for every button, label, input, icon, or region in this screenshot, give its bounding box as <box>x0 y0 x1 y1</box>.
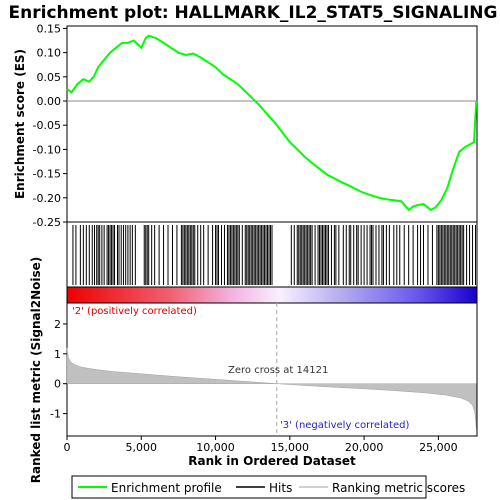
x-tick-label: 25,000 <box>419 441 458 454</box>
x-tick-label: 20,000 <box>345 441 384 454</box>
es-y-tick-label: 0.05 <box>37 71 62 84</box>
es-y-axis-label: Enrichment score (ES) <box>13 49 27 199</box>
metric-y-tick-label: 2 <box>54 318 61 331</box>
es-y-tick-label: -0.20 <box>33 192 61 205</box>
metric-y-tick-label: 0 <box>54 378 61 391</box>
enrichment-profile-line <box>66 34 478 212</box>
metric-y-axis: 2 1 0 -1 <box>50 318 67 421</box>
metric-x-axis: 0 5,000 10,000 15,000 20,000 25,000 <box>64 436 458 454</box>
es-y-tick-label: 0.10 <box>37 47 62 60</box>
ranking-color-bar <box>66 286 478 304</box>
es-y-tick-label: -0.05 <box>33 119 61 132</box>
legend-label-hits: Hits <box>269 481 292 495</box>
chart-title: Enrichment plot: HALLMARK_IL2_STAT5_SIGN… <box>9 3 498 23</box>
negative-correlation-label: '3' (negatively correlated) <box>280 420 409 431</box>
legend-label-enrichment: Enrichment profile <box>111 481 222 495</box>
es-y-axis: 0.15 0.10 0.05 0.00 -0.05 -0.10 -0.15 -0.20 -0.2… <box>33 22 67 229</box>
legend-label-metric: Ranking metric scores <box>332 481 465 495</box>
es-y-tick-label: 0.00 <box>37 95 62 108</box>
metric-y-tick-label: -1 <box>50 408 61 421</box>
zero-cross-label: Zero cross at 14121 <box>228 365 328 376</box>
es-y-tick-label: -0.15 <box>33 168 61 181</box>
metric-y-axis-label: Ranked list metric (Signal2Noise) <box>29 257 43 484</box>
metric-panel-frame <box>66 302 478 437</box>
metric-y-tick-label: 1 <box>54 348 61 361</box>
es-y-tick-label: -0.25 <box>33 216 61 229</box>
es-panel-frame <box>66 25 478 223</box>
x-tick-label: 10,000 <box>196 441 235 454</box>
positive-correlation-label: '2' (positively correlated) <box>72 306 197 317</box>
es-y-tick-label: 0.15 <box>37 22 62 35</box>
es-y-tick-label: -0.10 <box>33 143 61 156</box>
x-tick-label: 15,000 <box>271 441 310 454</box>
x-tick-label: 5,000 <box>126 441 158 454</box>
x-tick-label: 0 <box>64 441 71 454</box>
x-axis-label: Rank in Ordered Dataset <box>188 454 356 468</box>
hits-group <box>72 225 477 285</box>
